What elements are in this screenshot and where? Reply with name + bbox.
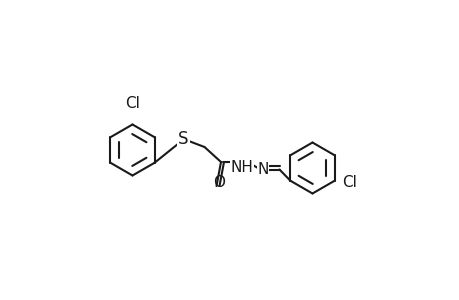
Text: S: S (178, 130, 188, 148)
Text: Cl: Cl (125, 96, 140, 111)
Text: NH: NH (230, 160, 253, 175)
Text: O: O (213, 175, 224, 190)
Text: Cl: Cl (341, 175, 356, 190)
Text: N: N (257, 162, 268, 177)
